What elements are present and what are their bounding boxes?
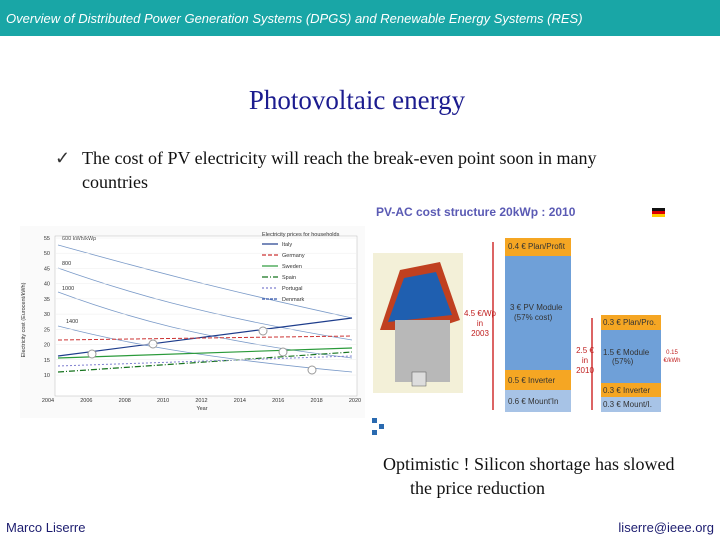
x-tick-label: 2014 <box>234 398 246 404</box>
segment-label: 0.3 € Plan/Pro. <box>603 318 656 327</box>
solar-panel <box>388 272 452 322</box>
marker <box>307 365 317 375</box>
legend-entry: Portugal <box>282 286 303 292</box>
total-label: 2.5 € <box>576 346 594 355</box>
bullet-check: ✓ <box>55 148 70 168</box>
curve <box>57 267 353 341</box>
curve <box>57 244 353 319</box>
bullet-text: The cost of PV electricity will reach th… <box>82 148 597 168</box>
total-label: 2003 <box>471 329 489 338</box>
price-chart-image: Electricity cost (Eurocent/kWh) Year Ele… <box>20 226 365 418</box>
header-title: Overview of Distributed Power Generation… <box>6 11 583 26</box>
kwh-label: €/kWh <box>663 358 680 364</box>
segment-label: (57% cost) <box>514 313 553 322</box>
segment <box>601 315 661 330</box>
segment <box>505 238 571 256</box>
caption: Optimistic ! Silicon shortage has slowed <box>383 454 674 474</box>
legend-entry: Sweden <box>282 264 302 270</box>
annotation: 800 <box>62 261 71 267</box>
total-label: 4.5 €/Wp <box>464 309 497 318</box>
x-tick-label: 2016 <box>272 398 284 404</box>
curve <box>57 325 353 373</box>
bullet-text: countries <box>82 172 148 192</box>
house-wall <box>395 320 450 382</box>
segment-label: 3 € PV Module <box>510 303 563 312</box>
y-tick-label: 15 <box>44 358 50 364</box>
annotation: 1400 <box>66 319 78 325</box>
segment <box>601 330 661 383</box>
kwh-label: 0.15 <box>666 350 678 356</box>
x-tick-label: 2018 <box>311 398 323 404</box>
segment <box>601 397 661 412</box>
segment-label: 0.5 € Inverter <box>508 376 555 385</box>
header-bar <box>0 0 720 36</box>
segment <box>505 370 571 390</box>
logo <box>379 424 384 429</box>
y-axis-label: Electricity cost (Eurocent/kWh) <box>21 282 27 357</box>
marker <box>258 326 268 336</box>
logo <box>372 418 377 423</box>
legend-entry: Italy <box>282 242 292 248</box>
x-tick-label: 2020 <box>349 398 361 404</box>
price-line <box>57 347 353 359</box>
y-tick-label: 10 <box>44 373 50 379</box>
segment-label: 1.5 € Module <box>603 348 650 357</box>
total-label: in <box>582 356 588 365</box>
x-tick-label: 2012 <box>195 398 207 404</box>
footer-email: liserre@ieee.org <box>618 520 714 535</box>
segment <box>505 256 571 370</box>
price-line <box>57 355 353 367</box>
segment-label: 0.6 € Mount'In <box>508 397 558 406</box>
slide-title: Photovoltaic energy <box>249 85 466 115</box>
x-tick-label: 2004 <box>42 398 54 404</box>
marker <box>148 339 158 349</box>
x-axis-label: Year <box>196 406 207 412</box>
segment-label: 0.3 € Mount/I. <box>603 400 652 409</box>
x-tick-label: 2006 <box>80 398 92 404</box>
footer-author: Marco Liserre <box>6 520 85 535</box>
y-tick-label: 55 <box>44 236 50 242</box>
y-tick-label: 25 <box>44 327 50 333</box>
legend-entry: Denmark <box>282 297 305 303</box>
inverter-box <box>411 371 427 387</box>
segment-label: 0.4 € Plan/Profit <box>508 242 566 251</box>
segment <box>505 390 571 412</box>
y-tick-label: 45 <box>44 266 50 272</box>
marker <box>278 347 288 357</box>
y-tick-label: 50 <box>44 251 50 257</box>
price-line <box>57 317 353 357</box>
y-tick-label: 35 <box>44 297 50 303</box>
annotation: 1000 <box>62 286 74 292</box>
x-tick-label: 2010 <box>157 398 169 404</box>
flag <box>652 211 665 214</box>
segment-label: 0.3 € Inverter <box>603 386 650 395</box>
curve <box>57 291 353 359</box>
x-tick-label: 2008 <box>119 398 131 404</box>
logo <box>372 430 377 435</box>
y-tick-label: 30 <box>44 312 50 318</box>
y-tick-label: 20 <box>44 343 50 349</box>
price-line <box>57 335 353 341</box>
price-line <box>57 351 353 373</box>
caption: the price reduction <box>410 478 545 498</box>
total-label: in <box>477 319 483 328</box>
legend-title: Electricity prices for households <box>262 232 340 238</box>
total-label: 2010 <box>576 366 594 375</box>
flag <box>652 208 665 211</box>
marker <box>87 349 97 359</box>
flag <box>652 214 665 217</box>
segment <box>601 383 661 397</box>
y-tick-label: 40 <box>44 282 50 288</box>
cost-structure-image: PV-AC cost structure 20kWp : 2010 0.4 € … <box>372 205 681 435</box>
figure-title: PV-AC cost structure 20kWp : 2010 <box>376 205 576 219</box>
annotation: 600 kWh/kWp <box>62 236 96 242</box>
legend-entry: Spain <box>282 275 296 281</box>
segment-label: (57%) <box>612 357 634 366</box>
legend-entry: Germany <box>282 253 305 259</box>
